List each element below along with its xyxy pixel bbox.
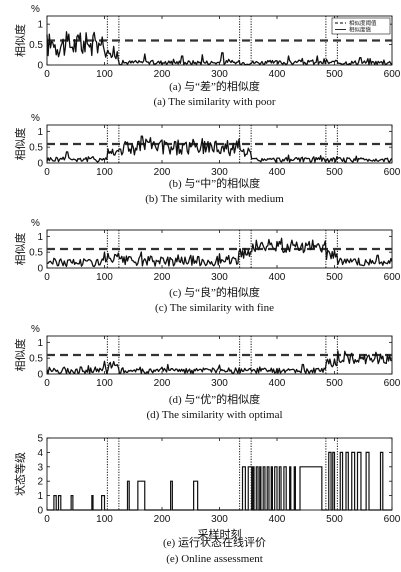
x-tick-label: 200	[154, 272, 171, 283]
x-tick-label: 200	[154, 167, 171, 178]
panel-4: % 0 100 200 300 400 500 600 0 0.5 1 相似度 (d) 与“优”的相似度…	[13, 324, 401, 421]
x-tick-label: 300	[211, 378, 228, 389]
legend-threshold-label: 相似度阈值	[349, 19, 377, 27]
caption-cn: (d) 与“优”的相似度	[169, 392, 260, 406]
caption-cn: (c) 与“良”的相似度	[169, 285, 260, 299]
x-tick-label: 600	[384, 272, 401, 283]
x-tick-label: 500	[326, 378, 343, 389]
y-tick-label: 1	[37, 491, 43, 502]
caption-en: (a) The similarity with poor	[154, 96, 276, 108]
caption-cn: (a) 与“差”的相似度	[169, 79, 260, 93]
y-axis-label: 状态等级	[13, 452, 27, 496]
x-tick-label: 0	[44, 69, 50, 80]
x-tick-label: 500	[326, 167, 343, 178]
y-tick-label: 0	[37, 264, 43, 275]
x-tick-label: 400	[269, 378, 286, 389]
x-tick-label: 500	[326, 272, 343, 283]
caption-en: (e) Online assessment	[166, 553, 263, 565]
y-tick-label: 0.5	[29, 354, 43, 365]
y-tick-label: 5	[37, 434, 43, 445]
y-tick-label: 3	[37, 462, 43, 473]
x-tick-label: 500	[326, 69, 343, 80]
y-tick-label: 0.5	[29, 248, 43, 259]
y-tick-label: 0	[37, 159, 43, 170]
x-tick-label: 500	[326, 514, 343, 525]
y-tick-label: 0	[37, 370, 43, 381]
caption-cn: (e) 运行状态在线评价	[163, 535, 266, 549]
x-tick-label: 400	[269, 69, 286, 80]
y-tick-label: 0.5	[29, 143, 43, 154]
y-axis-label: 相似度	[13, 128, 27, 161]
x-tick-label: 200	[154, 378, 171, 389]
x-tick-label: 0	[44, 272, 50, 283]
y-tick-label: 1	[37, 232, 43, 243]
y-tick-label: 1	[37, 20, 43, 31]
x-tick-label: 300	[211, 69, 228, 80]
x-tick-label: 400	[269, 514, 286, 525]
legend-box	[331, 17, 391, 35]
y-tick-label: 1	[37, 127, 43, 138]
unit-label: %	[31, 113, 40, 124]
panel-3: % 0 100 200 300 400 500 600 0 0.5 1 相似度 (c) 与“良”的相似度…	[13, 218, 401, 314]
y-tick-label: 1	[37, 338, 43, 349]
x-tick-label: 0	[44, 514, 50, 525]
similarity-series-line	[46, 135, 393, 163]
x-tick-label: 300	[211, 272, 228, 283]
x-tick-label: 100	[96, 514, 113, 525]
caption-cn: (b) 与“中”的相似度	[169, 176, 260, 190]
x-tick-label: 200	[154, 514, 171, 525]
unit-label: %	[31, 4, 40, 15]
x-tick-label: 100	[96, 272, 113, 283]
x-tick-label: 600	[384, 167, 401, 178]
x-tick-label: 0	[44, 167, 50, 178]
x-axis-label: 采样时刻	[198, 527, 242, 541]
x-tick-label: 300	[211, 514, 228, 525]
x-tick-label: 600	[384, 69, 401, 80]
caption-en: (c) The similarity with fine	[155, 302, 274, 314]
y-tick-label: 2	[37, 477, 43, 488]
caption-en: (b) The similarity with medium	[145, 193, 284, 205]
state-level-line	[47, 451, 392, 511]
x-tick-label: 600	[384, 514, 401, 525]
x-tick-label: 100	[96, 69, 113, 80]
y-tick-label: 0.5	[29, 40, 43, 51]
x-tick-label: 100	[96, 167, 113, 178]
x-tick-label: 200	[154, 69, 171, 80]
similarity-series-line	[46, 350, 393, 375]
unit-label: %	[31, 324, 40, 335]
y-tick-label: 0	[37, 506, 43, 517]
x-tick-label: 600	[384, 378, 401, 389]
legend-value-label: 相似度值	[349, 26, 372, 34]
caption-en: (d) The similarity with optimal	[146, 409, 282, 421]
x-tick-label: 400	[269, 272, 286, 283]
similarity-series-line	[46, 237, 393, 268]
y-axis-label: 相似度	[13, 24, 27, 57]
similarity-series-line	[46, 31, 393, 66]
y-tick-label: 0	[37, 61, 43, 72]
y-axis-label: 相似度	[13, 233, 27, 266]
panel-2: % 0 100 200 300 400 500 600 0 0.5 1 相似度 (b) 与“中”的相似度…	[13, 113, 401, 205]
unit-label: %	[31, 218, 40, 229]
x-tick-label: 100	[96, 378, 113, 389]
y-axis-label: 相似度	[13, 339, 27, 372]
x-tick-label: 300	[211, 167, 228, 178]
x-tick-label: 0	[44, 378, 50, 389]
y-tick-label: 4	[37, 448, 43, 459]
x-tick-label: 400	[269, 167, 286, 178]
